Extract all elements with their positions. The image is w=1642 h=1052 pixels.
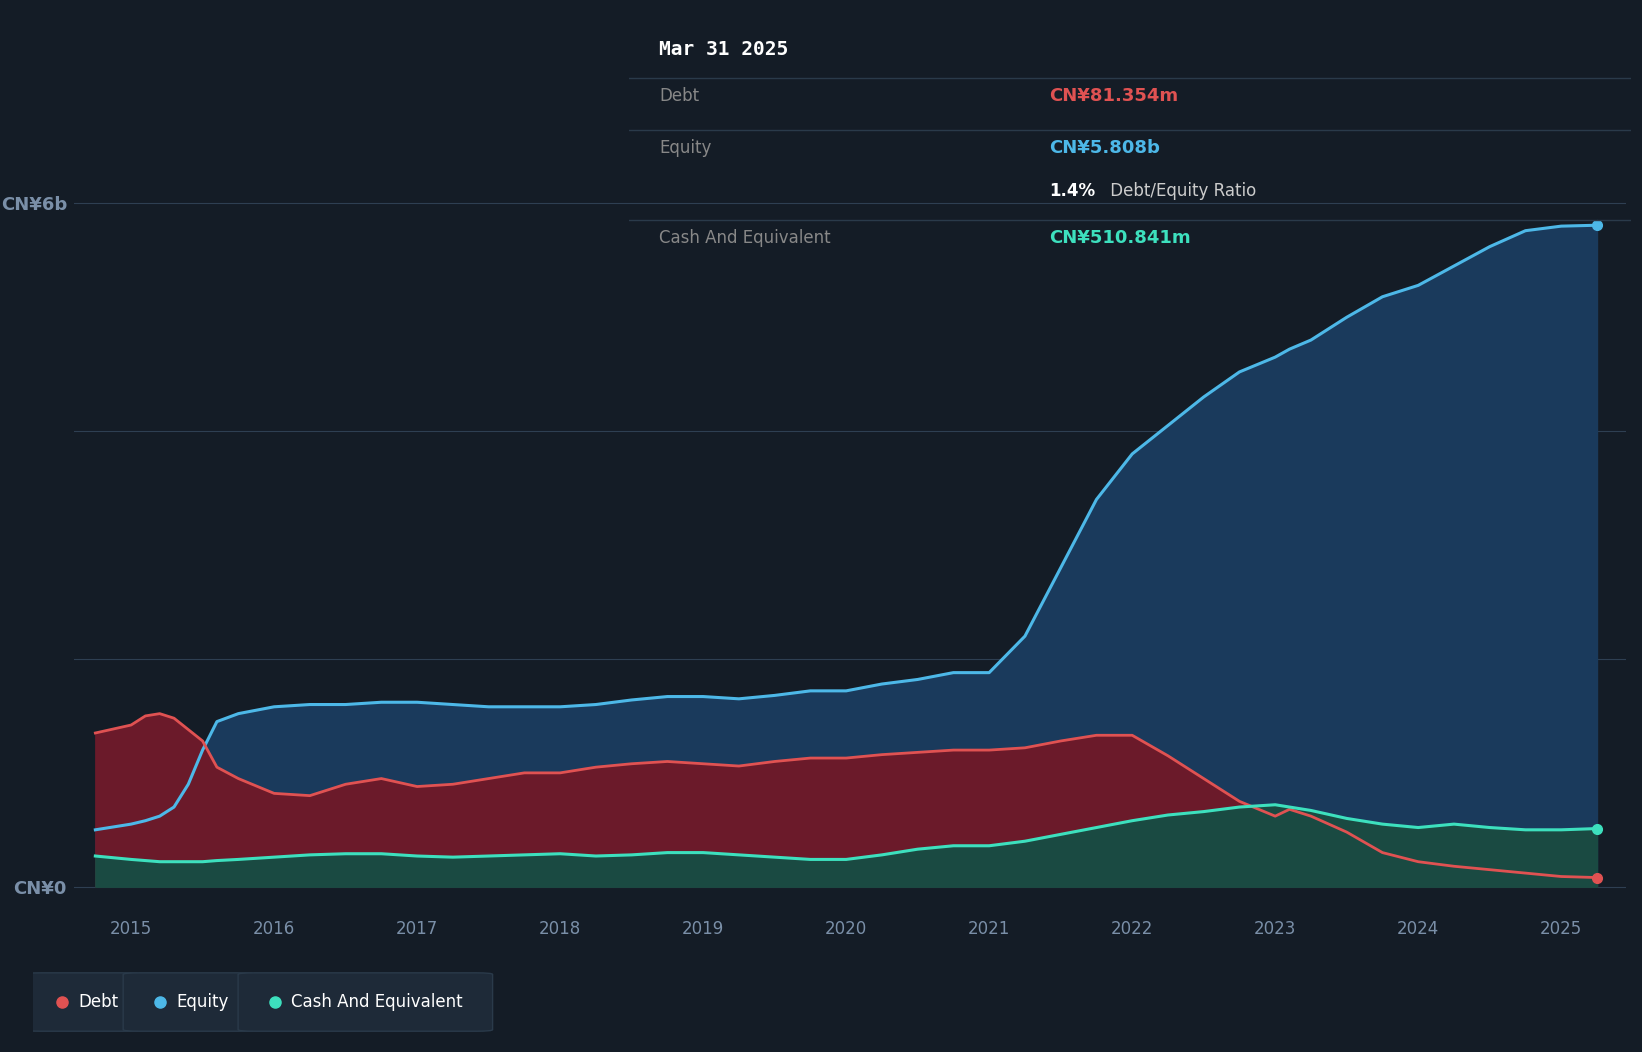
Text: Cash And Equivalent: Cash And Equivalent <box>292 993 463 1011</box>
Text: Cash And Equivalent: Cash And Equivalent <box>658 229 831 247</box>
FancyBboxPatch shape <box>238 973 493 1031</box>
Text: Equity: Equity <box>177 993 228 1011</box>
Text: CN¥81.354m: CN¥81.354m <box>1049 87 1179 105</box>
Text: Debt: Debt <box>79 993 118 1011</box>
Text: Debt/Equity Ratio: Debt/Equity Ratio <box>1105 182 1256 200</box>
FancyBboxPatch shape <box>123 973 255 1031</box>
Text: CN¥5.808b: CN¥5.808b <box>1049 139 1161 158</box>
Text: Debt: Debt <box>658 87 699 105</box>
FancyBboxPatch shape <box>25 973 140 1031</box>
Text: 1.4%: 1.4% <box>1049 182 1095 200</box>
Text: Equity: Equity <box>658 139 711 158</box>
Text: Mar 31 2025: Mar 31 2025 <box>658 40 788 59</box>
Text: CN¥510.841m: CN¥510.841m <box>1049 229 1190 247</box>
